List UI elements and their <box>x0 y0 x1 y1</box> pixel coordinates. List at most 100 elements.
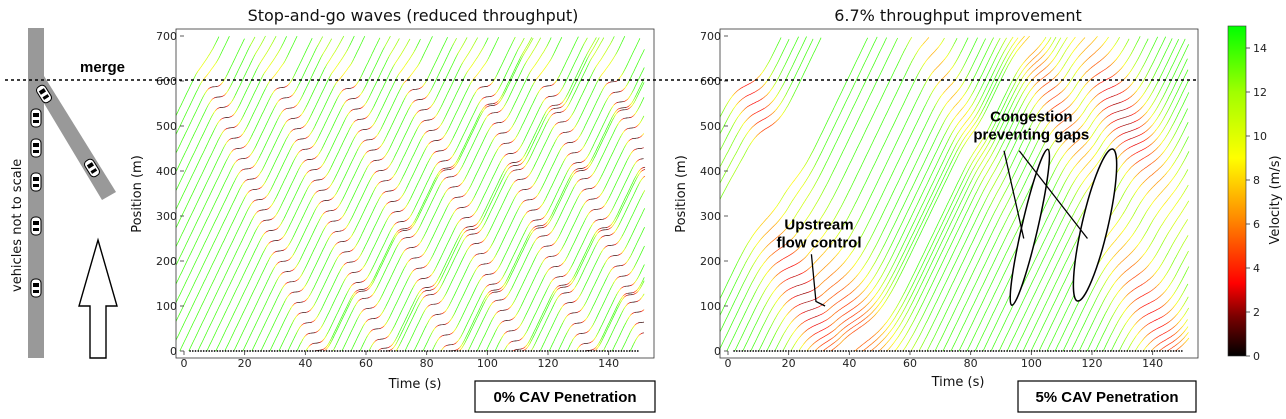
trajectory-segment <box>448 68 451 72</box>
trajectory-segment <box>267 117 270 121</box>
trajectory-segment <box>469 135 472 139</box>
trajectory-segment <box>177 127 180 131</box>
trajectory-segment <box>282 124 285 128</box>
trajectory-segment <box>338 204 341 207</box>
trajectory-segment <box>366 220 369 225</box>
trajectory-segment <box>574 75 578 79</box>
trajectory-segment <box>366 182 369 187</box>
trajectory-segment <box>173 231 175 234</box>
trajectory-segment <box>340 302 343 307</box>
trajectory-segment <box>451 246 455 251</box>
vehicle-icon <box>36 84 52 104</box>
trajectory-segment <box>204 165 207 169</box>
trajectory-segment <box>149 187 151 190</box>
trajectory-segment <box>191 303 194 308</box>
trajectory-segment <box>214 237 217 241</box>
trajectory-segment <box>289 270 292 272</box>
trajectory-segment <box>447 187 450 190</box>
trajectory-segment <box>423 290 426 293</box>
trajectory-segment <box>190 325 193 330</box>
trajectory-segment <box>476 232 479 234</box>
trajectory-segment <box>276 173 279 178</box>
trajectory-segment <box>319 309 322 313</box>
trajectory-segment <box>411 257 414 260</box>
trajectory-segment <box>408 259 411 262</box>
trajectory-segment <box>187 161 191 166</box>
trajectory-segment <box>251 290 254 295</box>
trajectory-segment <box>208 325 211 330</box>
trajectory-segment <box>551 126 554 130</box>
trajectory-segment <box>405 219 408 221</box>
trajectory-segment <box>528 72 531 76</box>
trajectory-segment <box>423 97 425 100</box>
trajectory-segment <box>204 202 207 207</box>
trajectory-segment <box>114 279 116 282</box>
trajectory-segment <box>249 98 253 102</box>
trajectory-segment <box>272 266 276 270</box>
trajectory-segment <box>320 201 322 203</box>
trajectory-segment <box>402 237 405 240</box>
trajectory-segment <box>327 255 330 260</box>
trajectory-segment <box>571 112 574 116</box>
trajectory-segment <box>567 119 570 121</box>
trajectory-segment <box>338 148 341 152</box>
trajectory-segment <box>235 54 238 58</box>
trajectory-segment <box>334 328 337 332</box>
trajectory-segment <box>380 50 384 54</box>
trajectory-segment <box>233 112 236 115</box>
trajectory-segment <box>464 90 468 95</box>
trajectory-segment <box>406 327 409 331</box>
trajectory-segment <box>242 146 245 149</box>
trajectory-segment <box>435 227 438 231</box>
trajectory-segment <box>165 228 167 231</box>
trajectory-segment <box>334 83 337 86</box>
trajectory-segment <box>186 89 189 93</box>
trajectory-segment <box>529 40 533 44</box>
trajectory-segment <box>191 246 195 251</box>
trajectory-segment <box>246 209 249 213</box>
trajectory-segment <box>403 81 406 84</box>
trajectory-segment <box>354 151 358 155</box>
trajectory-segment <box>315 224 318 228</box>
trajectory-segment <box>308 97 311 102</box>
trajectory-segment <box>558 74 561 78</box>
trajectory-segment <box>203 60 206 64</box>
trajectory-segment <box>460 62 463 66</box>
trajectory-segment <box>517 62 520 66</box>
trajectory-segment <box>446 145 449 149</box>
trajectory-segment <box>510 42 513 47</box>
trajectory-segment <box>400 141 403 145</box>
trajectory-segment <box>370 109 373 113</box>
trajectory-segment <box>501 61 504 66</box>
trajectory-segment <box>436 283 439 286</box>
trajectory-segment <box>431 182 434 187</box>
trajectory-segment <box>379 128 382 132</box>
trajectory-segment <box>562 64 566 69</box>
trajectory-segment <box>215 108 218 111</box>
trajectory-segment <box>407 107 410 111</box>
trajectory-segment <box>406 318 409 323</box>
trajectory-segment <box>363 153 366 156</box>
trajectory-segment <box>365 81 369 86</box>
trajectory-segment <box>149 282 151 285</box>
trajectory-segment <box>355 319 358 323</box>
trajectory-segment <box>239 135 242 138</box>
trajectory-segment <box>528 90 531 95</box>
trajectory-segment <box>356 300 359 303</box>
trajectory-segment <box>279 261 282 263</box>
trajectory-segment <box>238 243 241 248</box>
trajectory-segment <box>482 157 485 161</box>
trajectory-segment <box>448 106 451 110</box>
trajectory-segment <box>230 151 233 154</box>
trajectory-segment <box>471 45 474 49</box>
trajectory-segment <box>452 212 455 216</box>
trajectory-segment <box>251 272 255 276</box>
trajectory-segment <box>354 291 357 294</box>
trajectory-segment <box>401 322 405 327</box>
trajectory-segment <box>226 287 229 292</box>
trajectory-segment <box>414 297 417 302</box>
trajectory-segment <box>472 42 475 46</box>
trajectory-segment <box>307 295 310 299</box>
trajectory-segment <box>355 290 358 292</box>
trajectory-segment <box>470 96 474 101</box>
